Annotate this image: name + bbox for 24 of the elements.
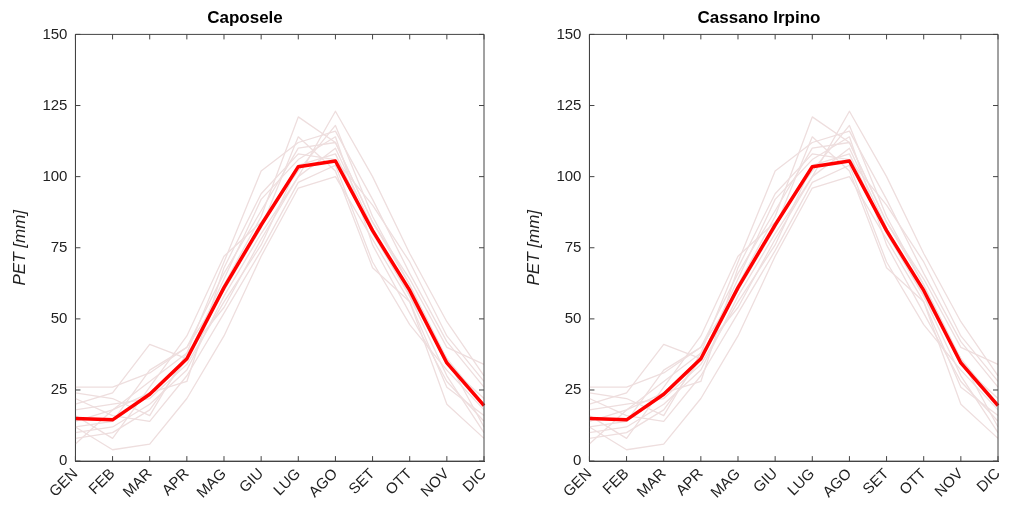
y-tick-label: 25 [50, 380, 68, 398]
y-tick-label: 125 [556, 95, 582, 113]
y-tick-label: 0 [59, 451, 68, 469]
y-axis-title: PET [mm] [523, 208, 543, 286]
y-axis-title: PET [mm] [9, 208, 29, 286]
chart-title: Caposele [207, 7, 283, 27]
x-tick-label: GIU [749, 464, 781, 496]
y-tick-label: 100 [556, 166, 582, 184]
y-tick-label: 150 [42, 24, 68, 42]
y-tick-label: 25 [564, 380, 582, 398]
x-tick-label: FEB [84, 464, 118, 498]
y-tick-label: 0 [573, 451, 582, 469]
y-tick-label: 100 [42, 166, 68, 184]
x-tick-label: DIC [972, 464, 1004, 495]
y-tick-label: 125 [42, 95, 68, 113]
x-tick-label: GIU [235, 464, 267, 496]
x-tick-label: DIC [458, 464, 490, 495]
chart-title: Cassano Irpino [697, 7, 821, 27]
y-tick-label: 150 [556, 24, 582, 42]
y-tick-label: 75 [564, 237, 582, 255]
y-tick-label: 50 [564, 309, 582, 327]
x-tick-label: FEB [598, 464, 632, 498]
y-tick-label: 50 [50, 309, 68, 327]
y-tick-label: 75 [50, 237, 68, 255]
